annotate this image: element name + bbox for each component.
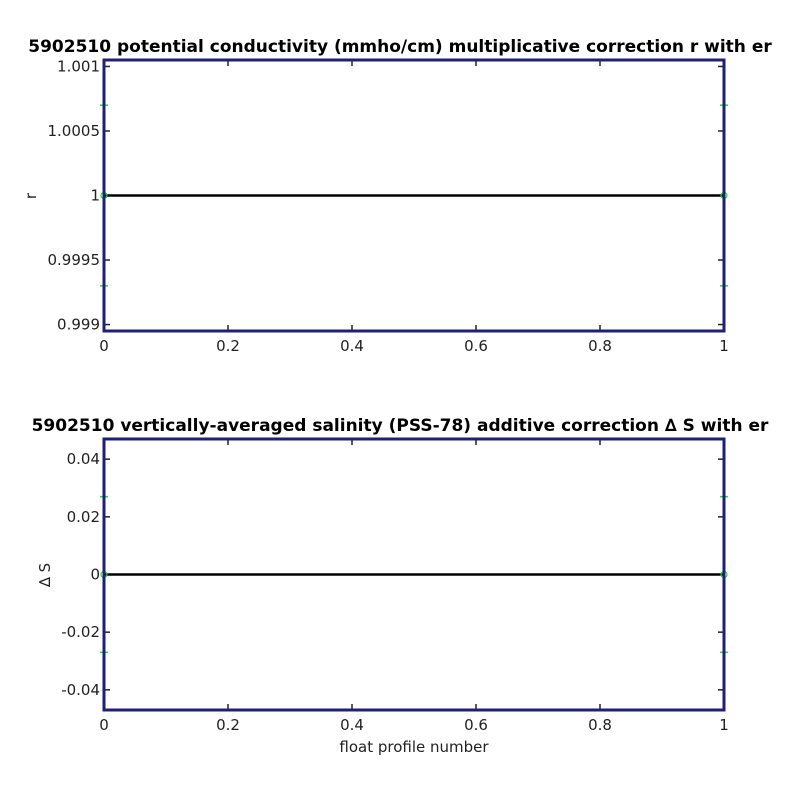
y-tick-label: 0.02 xyxy=(67,508,100,526)
x-tick-label: 0.6 xyxy=(464,337,488,355)
x-tick-label: 0.2 xyxy=(216,337,240,355)
plot-frame xyxy=(102,437,726,712)
y-tick-label: 0 xyxy=(90,566,100,584)
x-tick-label: 0.8 xyxy=(588,337,612,355)
y-tick-label: 0.9995 xyxy=(48,251,101,269)
x-tick-label: 0 xyxy=(99,716,109,734)
x-tick-label: 0 xyxy=(99,337,109,355)
y-tick-label: -0.04 xyxy=(61,681,100,699)
y-tick-label: 0.04 xyxy=(67,450,100,468)
y-tick-label: 0.999 xyxy=(57,316,100,334)
y-axis-label: ∆ S xyxy=(36,563,54,588)
x-tick-label: 0.2 xyxy=(216,716,240,734)
x-tick-label: 0.8 xyxy=(588,716,612,734)
x-tick-label: 0.6 xyxy=(464,716,488,734)
x-tick-label: 1 xyxy=(719,337,729,355)
chart-title: 5902510 vertically-averaged salinity (PS… xyxy=(32,416,769,436)
x-tick-label: 0.4 xyxy=(340,337,364,355)
plot-frame xyxy=(102,58,726,333)
x-tick-label: 0.4 xyxy=(340,716,364,734)
chart-title: 5902510 potential conductivity (mmho/cm)… xyxy=(28,37,772,57)
y-tick-label: -0.02 xyxy=(61,623,100,641)
x-tick-label: 1 xyxy=(719,716,729,734)
x-axis-label: float profile number xyxy=(339,738,489,756)
y-tick-label: 1.0005 xyxy=(48,122,101,140)
y-axis-label: r xyxy=(22,192,40,199)
panel-salinity-correction: 5902510 vertically-averaged salinity (PS… xyxy=(32,416,769,756)
panel-conductivity-correction: 5902510 potential conductivity (mmho/cm)… xyxy=(22,37,772,355)
y-tick-label: 1.001 xyxy=(57,57,100,75)
y-tick-label: 1 xyxy=(90,187,100,205)
